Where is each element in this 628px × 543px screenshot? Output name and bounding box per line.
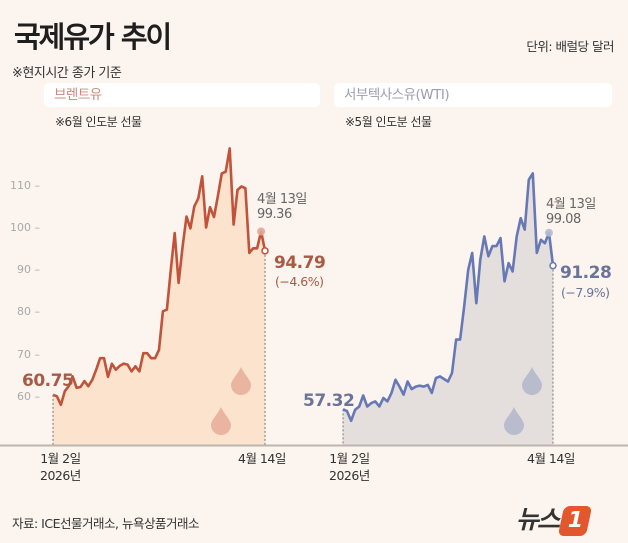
wti-x-start-date: 1월 2일: [329, 451, 370, 466]
wti-x-start: 1월 2일 2026년: [329, 450, 370, 484]
source-note: 자료: ICE선물거래소, 뉴욕상품거래소: [12, 516, 199, 531]
y-tick-label: 100 –: [10, 220, 40, 234]
oil-drop-icon: [504, 407, 524, 435]
y-tick-label: 110 –: [10, 178, 40, 192]
y-tick-label: 70 –: [17, 347, 40, 361]
brent-x-start-date: 1월 2일: [40, 451, 81, 466]
wti-last-value: 91.28: [560, 263, 612, 283]
basis-note: ※현지시간 종가 기준: [12, 66, 122, 81]
wti-x-end: 4월 14일: [527, 451, 575, 466]
brent-header: 브렌트유: [44, 83, 320, 107]
y-tick-label: 60 –: [17, 390, 40, 403]
brent-prev-value: 99.36: [257, 207, 292, 222]
wti-start-value: 57.32: [303, 391, 355, 411]
oil-drop-icon: [231, 367, 251, 395]
y-tick-label: 80 –: [17, 305, 40, 319]
brent-prev-date: 4월 13일: [257, 192, 307, 207]
wti-prev-value: 99.08: [546, 212, 581, 227]
brent-last-change: (−4.6%): [275, 274, 324, 289]
oil-drop-icon: [522, 367, 542, 395]
brent-start-value: 60.75: [22, 371, 74, 391]
unit-label: 단위: 배럴당 달러: [526, 39, 614, 54]
oil-drop-icon: [211, 407, 231, 435]
brent-x-start-year: 2026년: [40, 468, 81, 483]
brent-x-end: 4월 14일: [238, 451, 286, 466]
brent-line: [52, 147, 267, 407]
y-tick-label: 90 –: [17, 263, 40, 277]
wti-header: 서부텍사스유(WTI): [334, 83, 612, 107]
wti-last-change: (−7.9%): [561, 285, 610, 300]
brent-prev-point: [257, 227, 266, 236]
brent-last-point: [261, 247, 269, 255]
wti-subtitle: ※5월 인도분 선물: [345, 115, 432, 129]
wti-area: [343, 173, 553, 445]
news1-logo: 뉴스 1: [516, 500, 593, 536]
wti-prev-point: [544, 228, 553, 237]
wti-x-start-year: 2026년: [329, 468, 370, 483]
brent-x-start: 1월 2일 2026년: [40, 450, 81, 484]
brent-last-value: 94.79: [274, 253, 326, 273]
wti-last-point: [549, 261, 557, 270]
wti-prev-date: 4월 13일: [546, 197, 596, 212]
wti-line: [342, 172, 555, 423]
page-title: 국제유가 추이: [14, 20, 172, 54]
brent-subtitle: ※6월 인도분 선물: [55, 115, 142, 129]
